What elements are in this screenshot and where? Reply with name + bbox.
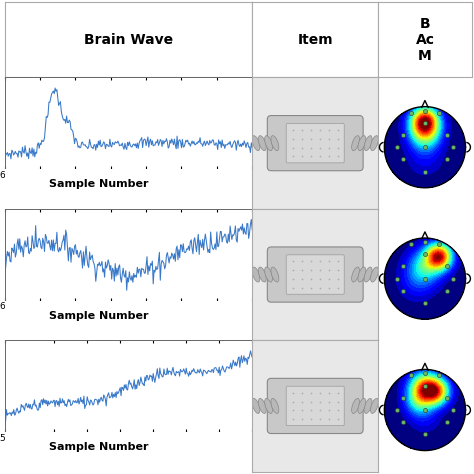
Ellipse shape <box>364 399 372 413</box>
Ellipse shape <box>264 267 273 282</box>
FancyBboxPatch shape <box>267 247 363 302</box>
Ellipse shape <box>352 136 359 151</box>
Ellipse shape <box>264 399 273 413</box>
Text: B
Ac
M: B Ac M <box>415 17 435 63</box>
Ellipse shape <box>371 136 378 151</box>
FancyBboxPatch shape <box>286 255 344 294</box>
Ellipse shape <box>258 267 266 282</box>
Ellipse shape <box>364 267 372 282</box>
FancyBboxPatch shape <box>267 116 363 171</box>
Ellipse shape <box>258 399 266 413</box>
Text: Sample Number: Sample Number <box>49 179 148 189</box>
Ellipse shape <box>252 267 260 282</box>
Ellipse shape <box>371 399 378 413</box>
Ellipse shape <box>358 399 366 413</box>
Ellipse shape <box>271 136 279 151</box>
Ellipse shape <box>358 136 366 151</box>
Ellipse shape <box>352 399 359 413</box>
FancyBboxPatch shape <box>286 386 344 426</box>
Text: Brain Wave: Brain Wave <box>84 33 173 47</box>
Ellipse shape <box>358 267 366 282</box>
Ellipse shape <box>258 136 266 151</box>
Text: Sample Number: Sample Number <box>49 442 148 452</box>
Ellipse shape <box>364 136 372 151</box>
Ellipse shape <box>371 267 378 282</box>
Text: Sample Number: Sample Number <box>49 310 148 321</box>
Ellipse shape <box>264 136 273 151</box>
FancyBboxPatch shape <box>267 378 363 434</box>
Ellipse shape <box>352 267 359 282</box>
Ellipse shape <box>271 399 279 413</box>
Ellipse shape <box>252 136 260 151</box>
Ellipse shape <box>271 267 279 282</box>
Ellipse shape <box>252 399 260 413</box>
FancyBboxPatch shape <box>286 123 344 163</box>
Text: Item: Item <box>297 33 333 47</box>
